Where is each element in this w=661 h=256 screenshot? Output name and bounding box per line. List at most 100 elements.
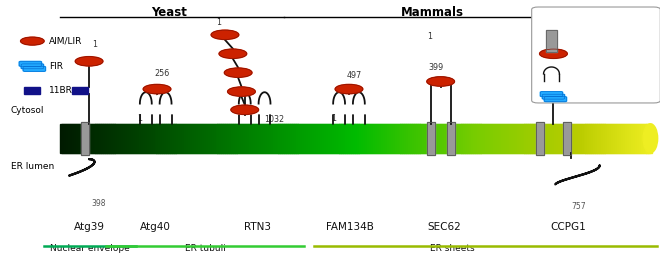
Bar xyxy=(302,124,305,153)
Text: ER lumen: ER lumen xyxy=(11,162,54,170)
Bar xyxy=(619,124,622,153)
Bar xyxy=(346,124,349,153)
Bar xyxy=(511,124,514,153)
Bar xyxy=(383,124,386,153)
Bar xyxy=(200,124,203,153)
Bar xyxy=(145,124,148,153)
Bar xyxy=(115,124,118,153)
Bar xyxy=(153,124,156,153)
Bar xyxy=(363,124,366,153)
Text: Mammals: Mammals xyxy=(401,6,464,18)
Ellipse shape xyxy=(227,87,255,96)
Bar xyxy=(515,124,518,153)
Bar xyxy=(137,124,140,153)
Bar xyxy=(90,124,93,153)
Bar xyxy=(214,124,217,153)
Bar xyxy=(399,124,402,153)
Bar xyxy=(109,124,112,153)
Bar xyxy=(598,124,601,153)
Bar xyxy=(609,124,612,153)
Bar xyxy=(178,124,181,153)
Bar xyxy=(237,124,241,153)
Bar xyxy=(532,124,535,153)
Bar xyxy=(157,124,160,153)
Text: RHD: RHD xyxy=(566,67,586,76)
Bar xyxy=(284,124,288,153)
Bar xyxy=(312,124,315,153)
Bar xyxy=(80,124,83,153)
Text: Cytosol: Cytosol xyxy=(11,106,44,115)
Bar xyxy=(286,124,290,153)
Bar xyxy=(633,124,636,153)
Bar xyxy=(536,124,539,153)
Bar xyxy=(395,124,398,153)
Bar xyxy=(318,124,321,153)
Bar xyxy=(245,124,249,153)
Bar xyxy=(349,124,352,153)
Bar xyxy=(432,124,435,153)
Bar xyxy=(81,122,89,155)
Bar xyxy=(66,124,69,153)
Bar xyxy=(548,124,551,153)
Bar xyxy=(173,124,176,153)
Bar xyxy=(235,124,239,153)
Bar xyxy=(451,124,455,153)
Bar xyxy=(298,124,301,153)
Bar xyxy=(64,124,67,153)
Bar xyxy=(621,124,624,153)
Bar xyxy=(210,124,213,153)
Bar xyxy=(639,124,642,153)
Bar xyxy=(233,124,237,153)
Text: AIM/LIR: AIM/LIR xyxy=(49,37,82,46)
Bar xyxy=(477,124,481,153)
Bar xyxy=(247,124,251,153)
Bar xyxy=(588,124,591,153)
FancyBboxPatch shape xyxy=(540,92,563,97)
Bar xyxy=(580,124,583,153)
Bar xyxy=(76,124,79,153)
Bar xyxy=(60,124,63,153)
Bar xyxy=(434,124,437,153)
Bar xyxy=(351,124,354,153)
Bar xyxy=(159,124,162,153)
Bar xyxy=(576,124,579,153)
Bar xyxy=(155,124,158,153)
Bar xyxy=(133,124,136,153)
Bar xyxy=(68,124,71,153)
Bar xyxy=(447,122,455,155)
Bar xyxy=(264,124,268,153)
Bar xyxy=(491,124,494,153)
Bar xyxy=(442,124,445,153)
Bar xyxy=(393,124,396,153)
Bar xyxy=(563,122,570,155)
Text: 1: 1 xyxy=(137,114,141,123)
Bar xyxy=(231,124,235,153)
Text: 757: 757 xyxy=(571,202,586,211)
Bar xyxy=(320,124,323,153)
Bar xyxy=(471,124,475,153)
Bar xyxy=(625,124,628,153)
Bar xyxy=(127,124,130,153)
FancyBboxPatch shape xyxy=(542,94,564,99)
Bar xyxy=(465,124,469,153)
Bar xyxy=(300,124,303,153)
Bar xyxy=(188,124,191,153)
Bar xyxy=(605,124,608,153)
Bar xyxy=(367,124,370,153)
Bar xyxy=(306,124,309,153)
Ellipse shape xyxy=(219,49,247,58)
Bar xyxy=(405,124,408,153)
Bar xyxy=(568,124,571,153)
Bar xyxy=(217,124,221,153)
Bar xyxy=(141,124,144,153)
Bar xyxy=(617,124,620,153)
Bar xyxy=(534,124,537,153)
Bar xyxy=(175,124,178,153)
Text: Nuclear envelope: Nuclear envelope xyxy=(50,244,130,253)
Bar xyxy=(603,124,607,153)
Bar xyxy=(81,122,89,155)
Bar xyxy=(198,124,201,153)
Ellipse shape xyxy=(143,84,171,94)
Bar xyxy=(427,122,435,155)
Bar xyxy=(334,124,337,153)
